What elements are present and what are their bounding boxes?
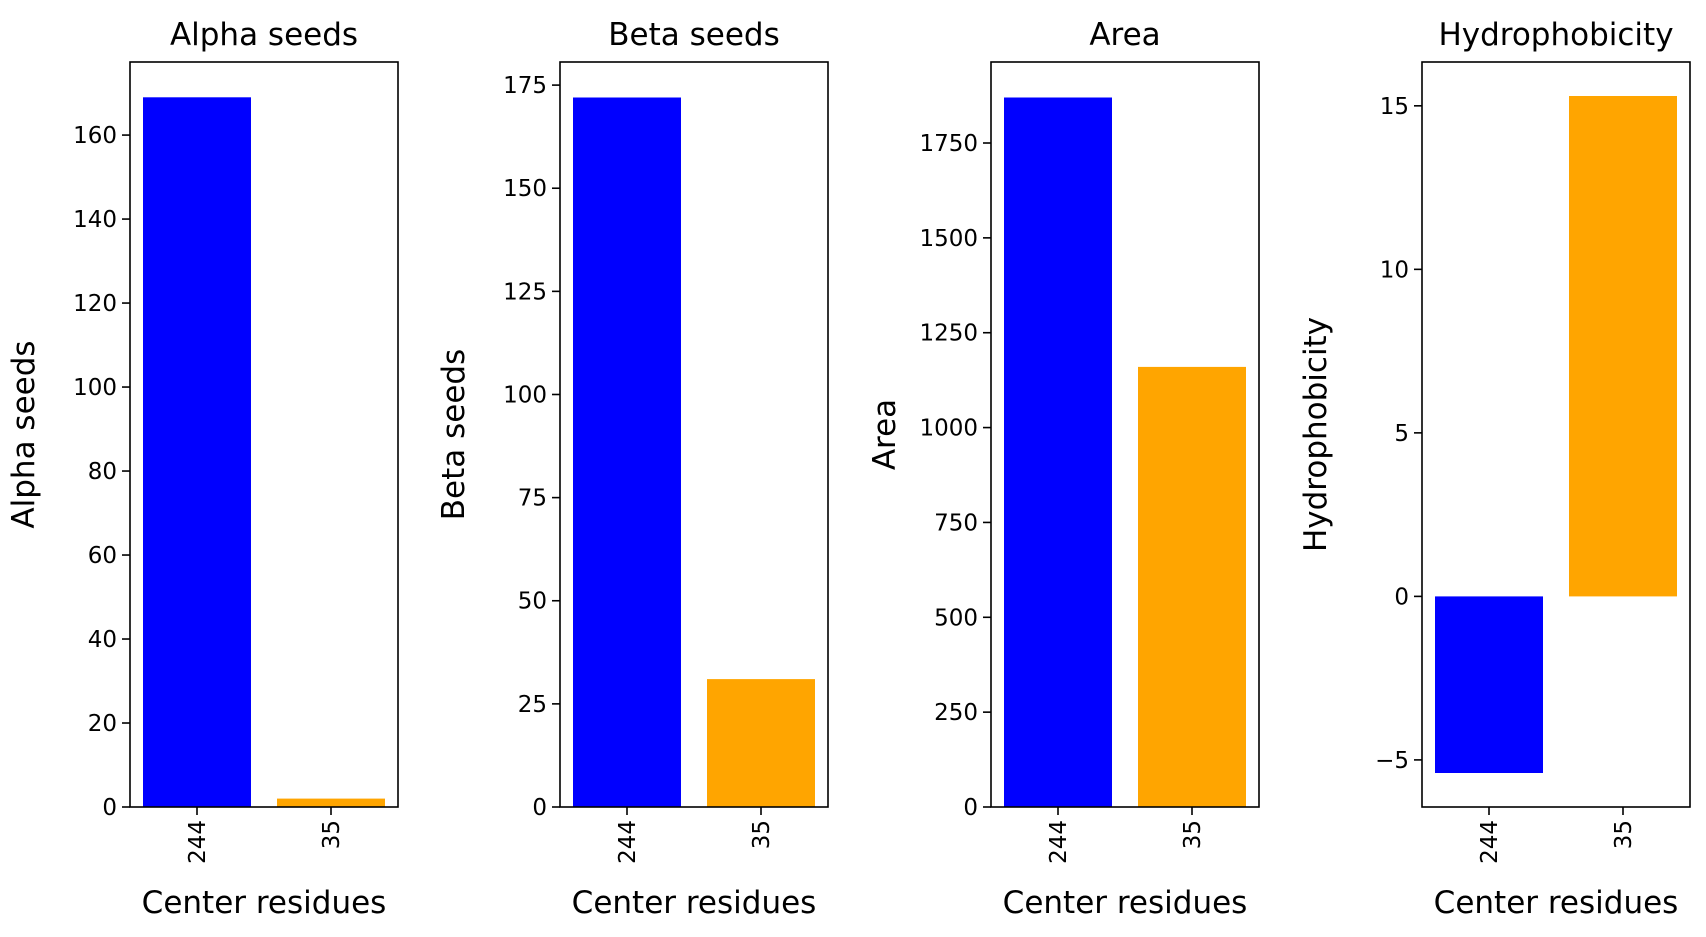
y-tick-label: 125: [503, 279, 547, 305]
bar-35: [1569, 96, 1677, 597]
subplot-beta-seeds: Beta seeds Beta seeds Center residues 0 2…: [436, 17, 829, 921]
bar-35: [707, 679, 815, 807]
subplot-hydrophobicity: Hydrophobicity Hydrophobicity Center res…: [1298, 17, 1691, 921]
bar-244: [1435, 596, 1543, 773]
y-tick-label: 150: [503, 176, 547, 202]
bar-35: [1138, 366, 1246, 807]
x-axis-label: Center residues: [1434, 885, 1679, 921]
x-tick-label: 35: [749, 820, 775, 849]
subplot-title: Hydrophobicity: [1438, 17, 1673, 53]
y-tick-label: 1750: [919, 131, 978, 157]
subplot-title: Beta seeds: [608, 17, 779, 53]
y-tick-label: 100: [73, 375, 117, 401]
y-tick-label: 1500: [919, 226, 978, 252]
y-tick-label: 500: [934, 605, 978, 631]
y-axis-label: Beta seeds: [436, 349, 472, 520]
axes-frame: [129, 61, 399, 808]
y-tick-label: 750: [934, 510, 978, 536]
subplot-alpha-seeds: Alpha seeds Alpha seeds Center residues …: [6, 17, 399, 921]
y-tick-label: 0: [1394, 584, 1409, 610]
bar-244: [573, 97, 681, 807]
y-axis-label: Area: [867, 399, 903, 470]
subplot-title: Area: [1089, 17, 1160, 53]
y-tick-label: 175: [503, 73, 547, 99]
y-tick-label: 75: [518, 486, 547, 512]
x-tick-label: 244: [1477, 820, 1503, 864]
x-axis-label: Center residues: [572, 885, 817, 921]
x-tick-label: 244: [1046, 820, 1072, 864]
axes-frame: [1421, 61, 1691, 808]
y-tick-label: 160: [73, 123, 117, 149]
x-tick-label: 244: [185, 820, 211, 864]
y-tick-label: 0: [102, 795, 117, 821]
subplot-area: Area Area Center residues 0 250 500 750 1000…: [867, 17, 1260, 921]
x-tick-label: 35: [319, 820, 345, 849]
bar-244: [143, 97, 251, 808]
x-tick-label: 35: [1180, 820, 1206, 849]
x-axis-label: Center residues: [1003, 885, 1248, 921]
x-axis-label: Center residues: [142, 885, 387, 921]
y-tick-label: 25: [518, 692, 547, 718]
y-tick-label: 5: [1394, 421, 1409, 447]
subplot-title: Alpha seeds: [170, 17, 358, 53]
y-axis-label: Hydrophobicity: [1298, 317, 1334, 552]
y-tick-label: 40: [88, 627, 117, 653]
y-tick-label: 140: [73, 207, 117, 233]
y-tick-label: 0: [963, 795, 978, 821]
y-tick-label: 60: [88, 543, 117, 569]
y-tick-label: 0: [532, 795, 547, 821]
y-tick-label: 80: [88, 459, 117, 485]
bar-35: [277, 798, 385, 807]
x-tick-label: 35: [1611, 820, 1637, 849]
y-tick-label: 1000: [919, 416, 978, 442]
y-tick-label: 10: [1380, 257, 1409, 283]
y-tick-label: 120: [73, 291, 117, 317]
y-tick-label: 50: [518, 589, 547, 615]
x-tick-label: 244: [615, 820, 641, 864]
bar-244: [1004, 97, 1112, 807]
axes-frame: [559, 61, 829, 808]
y-tick-label: 100: [503, 382, 547, 408]
axes-frame: [990, 61, 1260, 808]
y-tick-label: 250: [934, 700, 978, 726]
y-tick-label: −5: [1375, 748, 1409, 774]
y-tick-label: 15: [1380, 94, 1409, 120]
y-axis-label: Alpha seeds: [6, 340, 42, 528]
y-tick-label: 20: [88, 711, 117, 737]
y-tick-label: 1250: [919, 321, 978, 347]
